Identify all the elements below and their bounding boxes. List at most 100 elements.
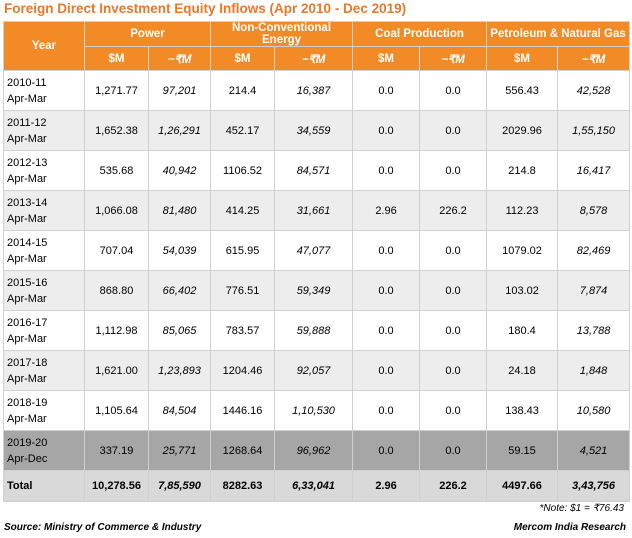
cell-power-usd: 535.68	[84, 150, 149, 191]
cell-power-usd: 868.80	[84, 270, 149, 311]
cell-coal-inr: 0.0	[419, 390, 488, 431]
cell-power-inr: 1,23,893	[147, 350, 212, 391]
cell-coal-inr: 0.0	[419, 70, 488, 111]
row-period: Apr-Dec	[7, 452, 48, 465]
cell-power-inr: 97,201	[147, 70, 212, 111]
cell-png-usd: 24.18	[486, 350, 559, 391]
cell-nce-inr: 59,349	[274, 270, 354, 311]
cell-power-inr: 81,480	[147, 190, 212, 231]
cell-png-inr: 7,874	[557, 270, 631, 311]
row-year-cell: 2018-19 Apr-Mar	[3, 390, 85, 431]
header-unit-usd: $M	[352, 46, 421, 71]
cell-power-usd: 707.04	[84, 230, 149, 271]
cell-nce-usd: 1106.52	[210, 150, 276, 191]
cell-png-inr: 4,521	[557, 430, 631, 471]
row-year-cell: 2019-20 Apr-Dec	[3, 430, 85, 471]
source-text: Source: Ministry of Commerce & Industry	[4, 522, 202, 533]
header-unit-inr: ~₹M	[147, 46, 212, 71]
row-year-cell: 2013-14 Apr-Mar	[3, 190, 85, 231]
row-period: Apr-Mar	[7, 172, 47, 185]
cell-nce-inr: 16,387	[274, 70, 354, 111]
row-year: 2017-18	[7, 356, 48, 369]
cell-nce-inr: 84,571	[274, 150, 354, 191]
cell-power-usd: 1,271.77	[84, 70, 149, 111]
cell-png-inr: 8,578	[557, 190, 631, 231]
total-png-inr: 3,43,756	[557, 470, 631, 502]
table-row: 2019-20 Apr-Dec 337.19 25,771 1268.64 96,…	[3, 430, 631, 471]
cell-coal-inr: 0.0	[419, 150, 488, 191]
cell-png-usd: 1079.02	[486, 230, 559, 271]
cell-power-usd: 1,652.38	[84, 110, 149, 151]
cell-png-inr: 10,580	[557, 390, 631, 431]
cell-coal-usd: 0.0	[352, 390, 421, 431]
cell-coal-inr: 0.0	[419, 350, 488, 391]
cell-png-usd: 214.8	[486, 150, 559, 191]
cell-png-inr: 16,417	[557, 150, 631, 191]
cell-power-inr: 25,771	[147, 430, 212, 471]
row-year: 2014-15	[7, 236, 48, 249]
cell-png-inr: 82,469	[557, 230, 631, 271]
cell-coal-usd: 0.0	[352, 350, 421, 391]
row-period: Apr-Mar	[7, 92, 47, 105]
cell-nce-inr: 34,559	[274, 110, 354, 151]
cell-coal-inr: 226.2	[419, 190, 488, 231]
cell-nce-inr: 96,962	[274, 430, 354, 471]
cell-power-usd: 1,105.64	[84, 390, 149, 431]
header-unit-inr: ~₹M	[419, 46, 488, 71]
cell-coal-inr: 0.0	[419, 430, 488, 471]
header-petroleum: Petroleum & Natural Gas	[486, 21, 631, 47]
cell-coal-usd: 0.0	[352, 150, 421, 191]
cell-png-usd: 138.43	[486, 390, 559, 431]
cell-nce-usd: 1204.46	[210, 350, 276, 391]
table-row: 2011-12 Apr-Mar 1,652.38 1,26,291 452.17 …	[3, 110, 631, 151]
table-row: 2010-11 Apr-Mar 1,271.77 97,201 214.4 16,…	[3, 70, 631, 111]
total-coal-usd: 2.96	[352, 470, 421, 502]
row-year-cell: 2011-12 Apr-Mar	[3, 110, 85, 151]
cell-png-usd: 59.15	[486, 430, 559, 471]
cell-power-inr: 54,039	[147, 230, 212, 271]
header-unit-usd: $M	[210, 46, 276, 71]
header-unit-inr: ~₹M	[274, 46, 354, 71]
cell-png-usd: 103.02	[486, 270, 559, 311]
row-year: 2010-11	[7, 76, 47, 89]
header-year: Year	[3, 21, 85, 71]
cell-png-usd: 180.4	[486, 310, 559, 351]
row-year-cell: 2010-11 Apr-Mar	[3, 70, 85, 111]
cell-coal-usd: 0.0	[352, 310, 421, 351]
cell-coal-inr: 0.0	[419, 110, 488, 151]
header-power: Power	[83, 21, 212, 47]
cell-nce-usd: 783.57	[210, 310, 276, 351]
cell-nce-inr: 59,888	[274, 310, 354, 351]
cell-power-usd: 337.19	[84, 430, 149, 471]
cell-nce-usd: 414.25	[210, 190, 276, 231]
row-year: 2019-20	[7, 436, 48, 449]
row-year: 2018-19	[7, 396, 48, 409]
total-nce-inr: 6,33,041	[274, 470, 354, 502]
cell-coal-inr: 0.0	[419, 310, 488, 351]
cell-coal-usd: 0.0	[352, 70, 421, 111]
cell-power-inr: 66,402	[147, 270, 212, 311]
header-unit-inr: ~₹M	[557, 46, 631, 71]
cell-nce-usd: 615.95	[210, 230, 276, 271]
table-row: 2014-15 Apr-Mar 707.04 54,039 615.95 47,0…	[3, 230, 631, 271]
row-year-cell: 2012-13 Apr-Mar	[3, 150, 85, 191]
cell-power-usd: 1,066.08	[84, 190, 149, 231]
row-period: Apr-Mar	[7, 372, 47, 385]
row-period: Apr-Mar	[7, 252, 47, 265]
cell-png-inr: 1,848	[557, 350, 631, 391]
header-unit-usd: $M	[84, 46, 149, 71]
cell-power-inr: 40,942	[147, 150, 212, 191]
header-non-conventional: Non-Conventional Energy	[210, 21, 354, 47]
cell-coal-inr: 0.0	[419, 230, 488, 271]
row-period: Apr-Mar	[7, 292, 47, 305]
row-year-cell: 2017-18 Apr-Mar	[3, 350, 85, 391]
table-row: 2013-14 Apr-Mar 1,066.08 81,480 414.25 31…	[3, 190, 631, 231]
cell-coal-usd: 0.0	[352, 430, 421, 471]
cell-png-inr: 42,528	[557, 70, 631, 111]
total-nce-usd: 8282.63	[210, 470, 276, 502]
cell-nce-usd: 1268.64	[210, 430, 276, 471]
cell-png-usd: 112.23	[486, 190, 559, 231]
attribution-text: Mercom India Research	[513, 522, 626, 533]
row-year: 2012-13	[7, 156, 48, 169]
cell-nce-inr: 31,661	[274, 190, 354, 231]
